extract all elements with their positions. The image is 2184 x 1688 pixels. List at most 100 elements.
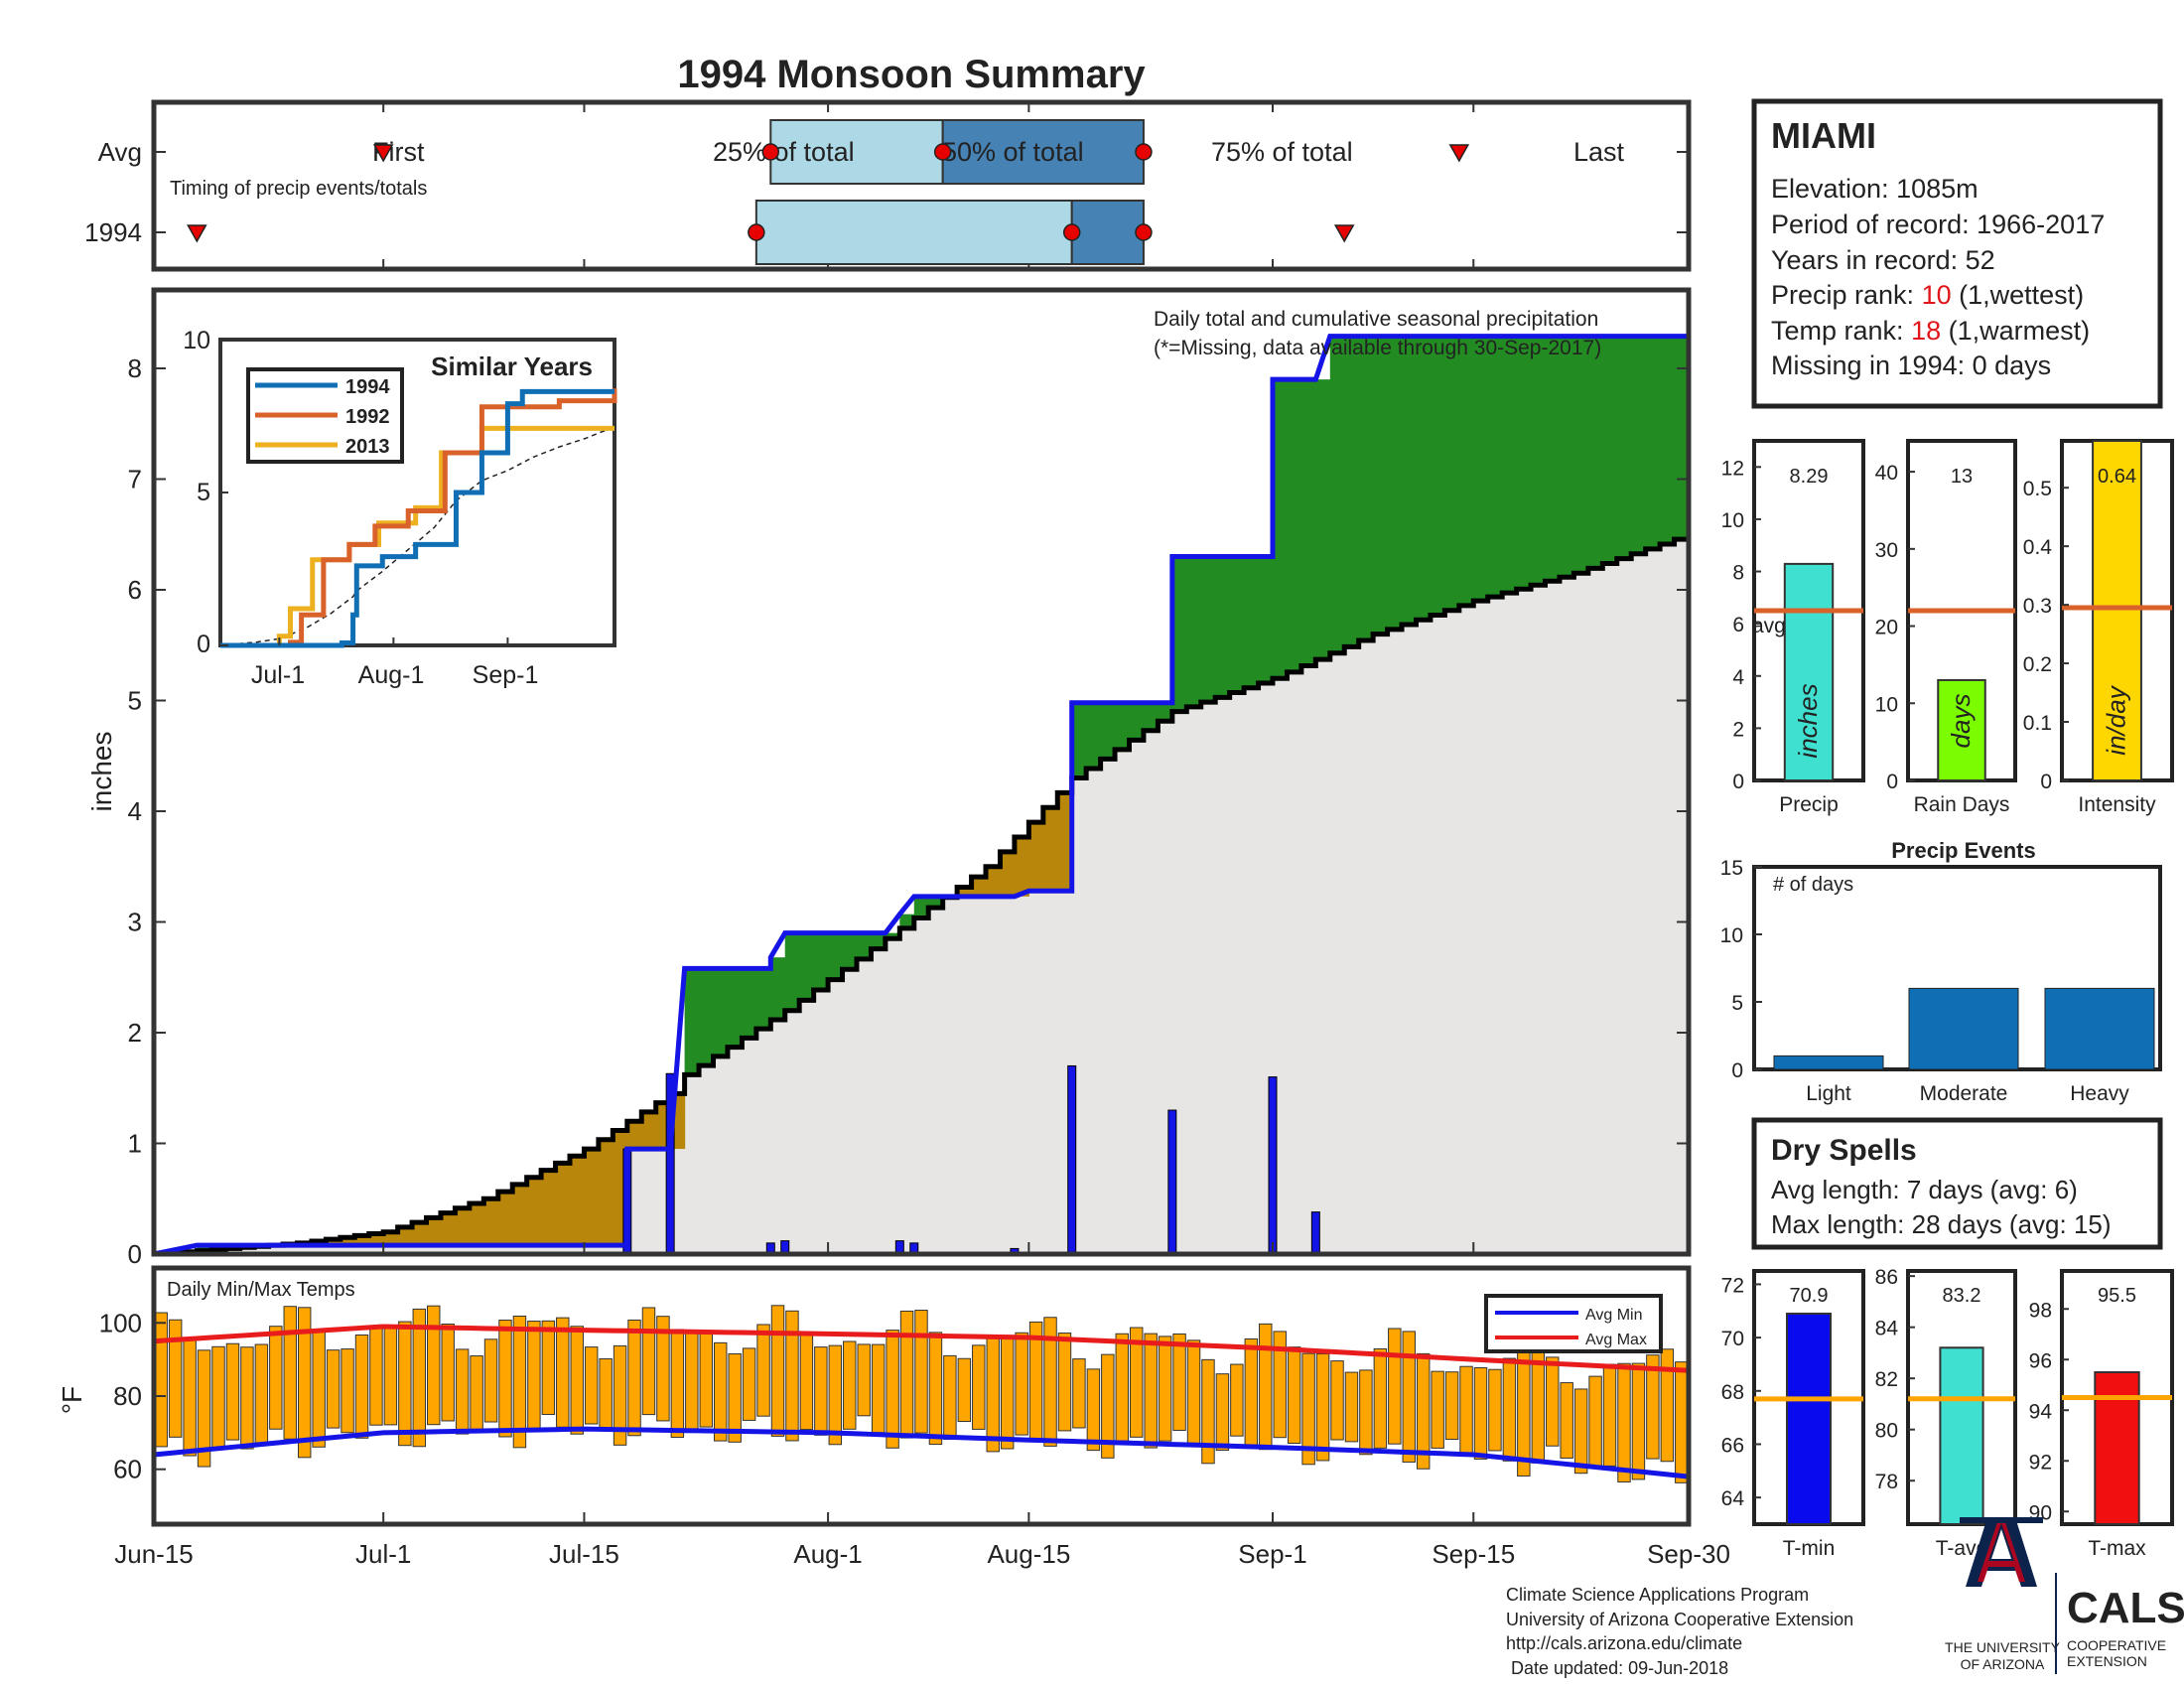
footer-line1: Climate Science Applications Program (1506, 1585, 1809, 1605)
timing-caption: Timing of precip events/totals (170, 178, 427, 200)
above-avg-fill (1158, 702, 1173, 722)
inset-xtick-sep: Sep-1 (473, 661, 539, 689)
daily-temp-bar (1201, 1358, 1215, 1465)
inset-legend-1992: 1992 (345, 406, 390, 428)
daily-temp-bar (843, 1340, 857, 1430)
x-tick-label-jun-15: Jun-15 (114, 1539, 194, 1569)
main-ytick-8: 8 (128, 353, 142, 383)
above-avg-fill (885, 932, 900, 939)
below-avg-fill (986, 866, 1002, 897)
daily-temp-bar (1502, 1357, 1517, 1462)
main-note: Daily total and cumulative seasonal prec… (1154, 308, 1598, 331)
daily-temp-bar (756, 1324, 770, 1417)
daily-temp-bar (1158, 1336, 1172, 1442)
x-tick-label-jul-1: Jul-1 (355, 1539, 411, 1569)
daily-temp-bar (1000, 1335, 1015, 1450)
daily-temp-bar (326, 1349, 341, 1429)
daily-precip-bar (1268, 1076, 1278, 1255)
events-category-heavy: Heavy (2070, 1082, 2129, 1105)
timing-quantile-marker (1062, 223, 1081, 241)
below-avg-fill (555, 1163, 571, 1246)
daily-temp-bar (541, 1320, 556, 1415)
daily-temp-bar (1359, 1369, 1373, 1456)
daily-temp-bar (1416, 1352, 1431, 1470)
raindays-value: 13 (1951, 466, 1973, 488)
events-tick-5: 5 (1731, 992, 1743, 1015)
events-bar-moderate (1908, 987, 2019, 1070)
daily-temp-bar (857, 1343, 871, 1417)
above-avg-fill (1258, 556, 1274, 683)
x-axis-labels: Jun-15 Jul-1 Jul-15 Aug-1 Aug-15 Sep-1 Sep-15 S… (114, 1539, 1730, 1569)
precip-tick-6: 6 (1732, 614, 1744, 636)
main-ytick-4: 4 (128, 796, 142, 826)
above-avg-fill (1631, 336, 1647, 554)
daily-temp-bar (785, 1310, 799, 1442)
similar-years-inset: Similar Years 1994 1992 2013 10 5 0 Jul-… (183, 327, 617, 689)
below-avg-fill (541, 1170, 557, 1246)
below-avg-fill (469, 1203, 484, 1246)
above-avg-fill (1458, 336, 1474, 606)
main-ytick-1: 1 (128, 1129, 142, 1159)
daily-temp-bar (656, 1316, 670, 1422)
timing-first-last-marker (372, 144, 394, 163)
station-info-box: MIAMI Elevation: 1085m Period of record:… (1751, 98, 2163, 409)
raindays-tick-20: 20 (1875, 617, 1898, 639)
daily-temp-bar (770, 1305, 785, 1437)
above-avg-fill (1086, 702, 1102, 769)
tmax-label: T-max (2088, 1537, 2146, 1560)
precip-label: Precip (1779, 793, 1839, 816)
temps-label: Daily Min/Max Temps (167, 1279, 355, 1301)
timing-box-q25-q50 (754, 200, 1073, 265)
above-avg-fill (1244, 556, 1260, 688)
daily-temp-bar (1086, 1368, 1101, 1452)
daily-temp-bar (254, 1343, 269, 1445)
inset-line-1994 (220, 388, 614, 648)
daily-temp-bar (914, 1310, 928, 1434)
events-ylabel: # of days (1773, 874, 1853, 896)
tmin-tick-68: 68 (1721, 1381, 1744, 1404)
events-tick-0: 0 (1731, 1059, 1743, 1082)
above-avg-fill (1559, 336, 1575, 578)
intensity-tick-0.5: 0.5 (2023, 478, 2052, 500)
below-avg-fill (1000, 851, 1016, 897)
daily-temp-bar (1402, 1331, 1416, 1463)
above-avg-fill (1287, 379, 1302, 672)
precip-tick-12: 12 (1721, 457, 1744, 480)
station-precip-rank: Precip rank: 10 (1,wettest) (1771, 280, 2084, 310)
x-tick-label-jul-15: Jul-15 (549, 1539, 619, 1569)
daily-temp-bar (1373, 1347, 1388, 1449)
legend-avg-max: Avg Max (1585, 1332, 1647, 1348)
above-avg-fill (1115, 702, 1131, 750)
above-avg-fill (1229, 556, 1245, 693)
daily-temp-bar (957, 1357, 972, 1423)
daily-temp-bar (871, 1343, 886, 1434)
intensity-label: Intensity (2078, 793, 2156, 816)
timing-panel: Avg 1994 Timing of precip events/totals … (84, 99, 1692, 272)
tmax-tick-96: 96 (2029, 1349, 2052, 1372)
below-avg-fill (1028, 822, 1044, 892)
timing-box-q50-q75 (1070, 200, 1145, 265)
above-avg-fill (742, 968, 757, 1039)
tmax-tick-98: 98 (2029, 1299, 2052, 1322)
above-avg-fill (755, 968, 771, 1030)
daily-temp-bar (1215, 1373, 1230, 1452)
above-avg-fill (1487, 336, 1503, 598)
above-avg-fill (770, 957, 786, 1020)
daily-temp-bar (168, 1319, 183, 1438)
daily-temp-bar (441, 1324, 455, 1422)
avg-cumulative-area (154, 539, 1689, 1254)
ua-logo-line1: THE UNIVERSITY (1945, 1639, 2061, 1655)
tmin-tick-66: 66 (1721, 1434, 1744, 1457)
daily-temp-bar (1344, 1371, 1359, 1443)
tmax-value: 95.5 (2098, 1285, 2136, 1307)
cumulative-1994-line (153, 334, 1689, 1257)
daily-temp-bar (1444, 1371, 1459, 1441)
above-avg-fill (928, 896, 944, 909)
above-avg-fill (1315, 379, 1331, 660)
precip-tick-8: 8 (1732, 562, 1744, 585)
above-avg-fill (799, 932, 815, 1001)
intensity-tick-0: 0 (2040, 771, 2052, 793)
precip-rank-value: 10 (1922, 280, 1952, 310)
daily-temp-bar (269, 1326, 283, 1430)
